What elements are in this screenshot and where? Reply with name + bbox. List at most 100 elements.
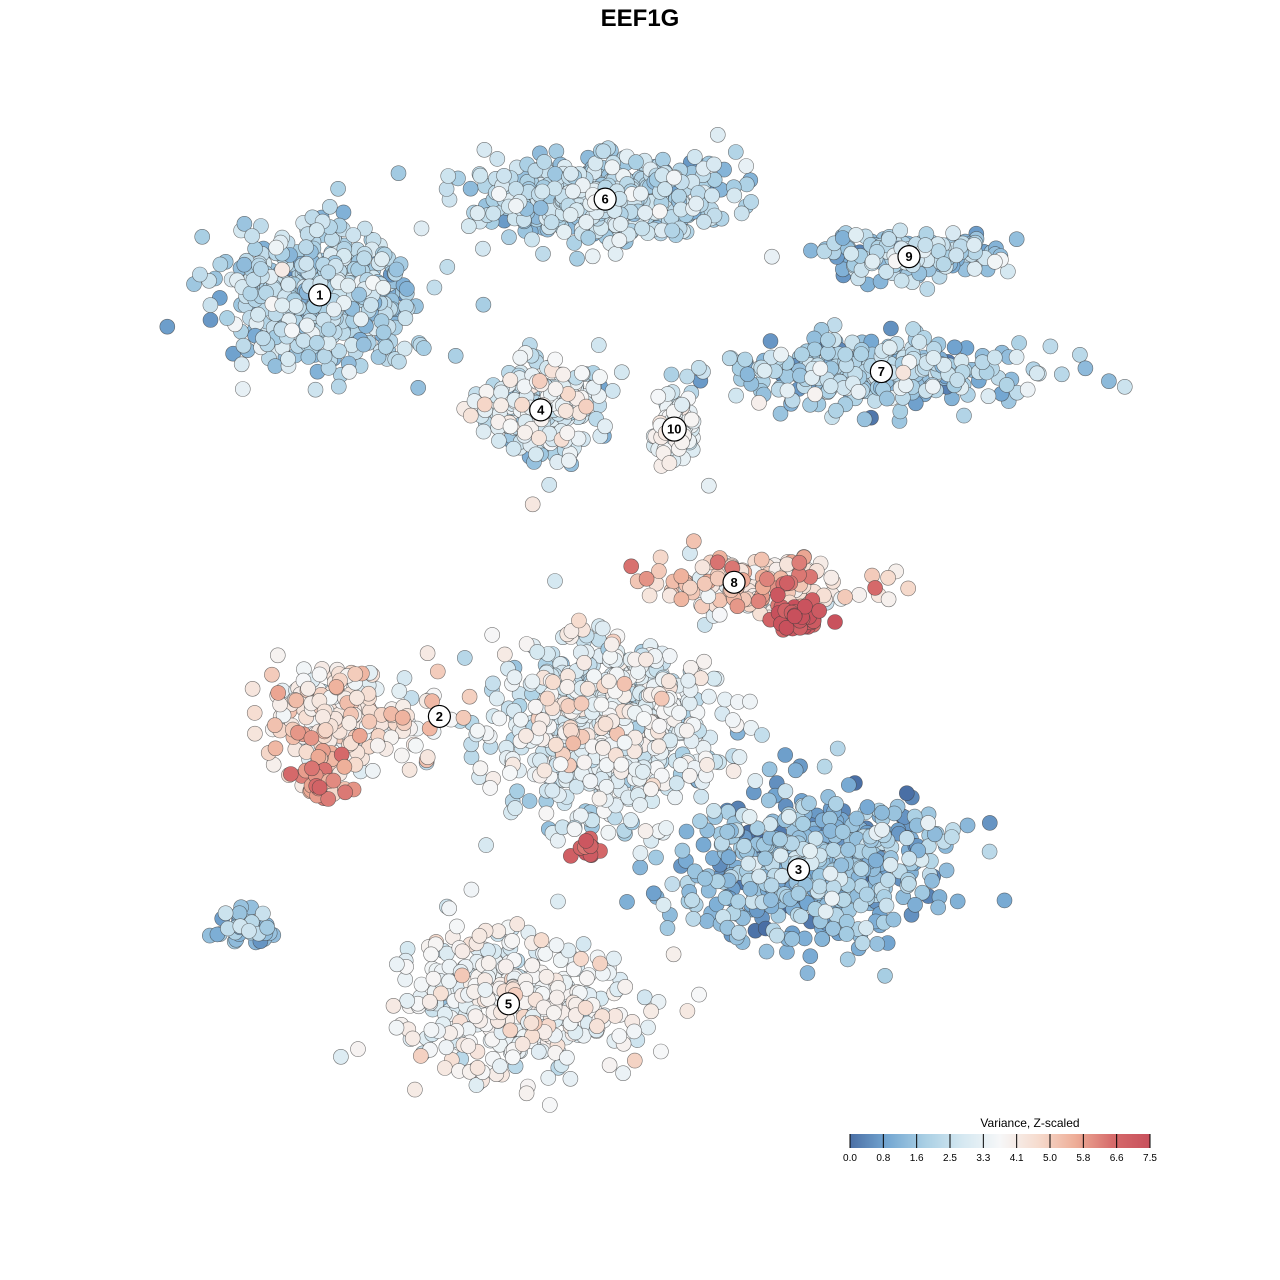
colorbar-tick-label: 0.8 <box>876 1153 890 1164</box>
scatter-point <box>820 332 836 348</box>
scatter-point <box>695 836 712 853</box>
scatter-point <box>616 734 633 751</box>
scatter-point <box>777 783 794 800</box>
scatter-point <box>730 924 747 941</box>
cluster-label-text: 2 <box>436 709 443 724</box>
scatter-point <box>462 180 479 197</box>
scatter-point <box>303 730 320 746</box>
scatter-point <box>363 297 379 313</box>
scatter-point <box>638 570 655 587</box>
scatter-point <box>729 598 746 615</box>
scatter-point <box>668 775 685 792</box>
scatter-point <box>335 204 352 221</box>
scatter-point <box>946 339 963 356</box>
scatter-point <box>1077 360 1094 377</box>
scatter-point <box>485 675 501 692</box>
scatter-point <box>828 795 844 812</box>
scatter-point <box>911 334 928 350</box>
scatter-point <box>797 598 813 615</box>
scatter-point <box>594 620 611 637</box>
scatter-point <box>600 824 617 841</box>
scatter-point <box>475 296 492 313</box>
scatter-point <box>578 398 595 415</box>
scatter-point <box>250 306 266 323</box>
scatter-point <box>696 214 712 230</box>
scatter-point <box>740 855 757 872</box>
scatter-point <box>439 259 456 275</box>
scatter-point <box>661 455 678 471</box>
scatter-point <box>730 893 747 910</box>
scatter-point <box>454 967 470 984</box>
colorbar-tick-label: 4.1 <box>1010 1153 1024 1164</box>
scatter-point <box>524 673 541 690</box>
scatter-point <box>524 496 541 513</box>
scatter-point <box>763 877 780 894</box>
scatter-point <box>769 587 786 603</box>
scatter-point <box>547 573 563 589</box>
scatter-point <box>750 593 767 610</box>
scatter-point <box>565 735 582 752</box>
scatter-point <box>664 876 681 892</box>
scatter-point <box>341 363 358 380</box>
scatter-point <box>518 636 535 652</box>
cluster-label-badge <box>786 858 811 882</box>
scatter-point <box>252 261 269 277</box>
scatter-point <box>678 722 695 739</box>
scatter-point <box>773 346 789 363</box>
scatter-point <box>530 1044 547 1060</box>
scatter-point <box>817 903 834 920</box>
scatter-point <box>521 793 538 809</box>
scatter-point <box>480 955 497 971</box>
scatter-point <box>282 766 299 782</box>
cluster-label-badge <box>529 398 553 422</box>
scatter-point <box>696 653 712 670</box>
scatter-point <box>604 383 621 399</box>
scatter-point <box>943 829 960 845</box>
colorbar-tick-label: 5.8 <box>1076 1153 1090 1164</box>
scatter-point <box>838 926 855 942</box>
scatter-point <box>267 717 283 734</box>
scatter-point <box>632 845 649 861</box>
scatter-point <box>501 229 517 245</box>
scatter-point <box>900 875 917 892</box>
scatter-point <box>225 345 241 362</box>
scatter-point <box>691 986 707 1003</box>
cluster-label-badge <box>897 245 921 269</box>
scatter-point <box>496 168 512 184</box>
scatter-point <box>295 332 312 349</box>
scatter-point <box>433 985 449 1002</box>
cluster-label-text: 6 <box>602 192 609 207</box>
scatter-point <box>757 850 774 867</box>
scatter-point <box>202 312 219 328</box>
scatter-point <box>651 563 667 579</box>
cluster-label-badge <box>661 416 687 442</box>
scatter-point <box>300 349 317 365</box>
scatter-point <box>491 432 507 449</box>
scatter-point <box>574 365 590 381</box>
colorbar-tick-label: 0.0 <box>843 1153 857 1164</box>
scatter-point <box>661 648 678 664</box>
scatter-point <box>825 842 842 858</box>
scatter-point <box>709 127 726 143</box>
scatter-point <box>880 872 896 888</box>
scatter-point <box>477 982 494 998</box>
scatter-point <box>374 251 390 268</box>
scatter-point <box>550 832 566 849</box>
scatter-point <box>350 1041 366 1057</box>
colorbar-tick-label: 6.6 <box>1110 1153 1124 1164</box>
scatter-point <box>192 266 208 283</box>
scatter-point <box>555 366 572 383</box>
scatter-point <box>460 218 477 234</box>
scatter-point <box>726 187 743 204</box>
scatter-point <box>390 165 407 181</box>
scatter-point <box>648 849 664 866</box>
scatter-point <box>472 167 489 184</box>
scatter-point <box>429 663 446 680</box>
scatter-point <box>874 821 890 838</box>
cluster-label-text: 7 <box>878 364 885 379</box>
scatter-point <box>259 919 276 936</box>
scatter-point <box>504 1049 521 1066</box>
scatter-point <box>655 151 671 168</box>
scatter-point <box>580 230 597 246</box>
scatter-point <box>389 956 405 973</box>
